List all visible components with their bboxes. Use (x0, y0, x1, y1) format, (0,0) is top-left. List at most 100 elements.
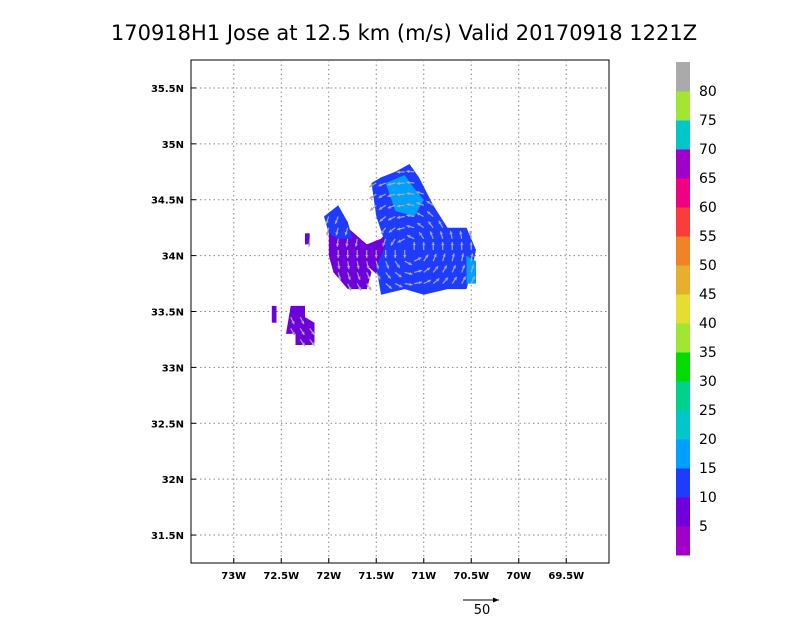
wind-vector-head (422, 242, 426, 246)
reference-vector: 50 (463, 597, 499, 618)
wind-vector-head (396, 204, 401, 208)
colorbar-label: 20 (699, 432, 717, 448)
x-axis-ticks: 73W 72.5W 72W 71.5W 71W 70.5W 70W 69.5W (221, 558, 584, 582)
north-peak-region (385, 175, 424, 217)
x-tick-label: 70W (506, 571, 531, 582)
colorbar-segment (676, 294, 690, 324)
wind-vector-head (429, 231, 433, 235)
colorbar-segment (676, 468, 690, 498)
y-tick-label: 32N (162, 475, 184, 486)
isolated-cell-west-region (271, 305, 277, 323)
wind-vector-head (355, 255, 359, 258)
wind-vector-head (396, 193, 400, 197)
wind-vector-head (365, 255, 369, 258)
reference-vector-arrowhead (493, 597, 499, 603)
wind-vector-head (470, 253, 474, 257)
x-tick-label: 71.5W (358, 571, 394, 582)
wind-vector-head (348, 287, 352, 291)
chart-title: 170918H1 Jose at 12.5 km (m/s) Valid 201… (111, 21, 697, 45)
wind-vector-head (450, 242, 454, 246)
wind-vector-head (387, 182, 391, 186)
wind-vector-head (370, 207, 374, 211)
wind-vector-head (416, 191, 420, 195)
wind-vector-head (443, 265, 447, 269)
wind-vector-head (460, 242, 464, 246)
wind-vector-head (357, 276, 361, 280)
wind-vector-head (387, 193, 391, 198)
wind-vector-head (407, 235, 411, 239)
colorbar-segment (676, 149, 690, 179)
colorbar-label: 45 (699, 287, 717, 303)
wind-vector-head (366, 265, 370, 269)
colorbar-label: 70 (699, 142, 717, 158)
wind-vector-head (326, 232, 330, 236)
wind-vector-head (378, 194, 383, 198)
colorbar-segment (676, 62, 690, 92)
wind-vector-head (462, 276, 466, 280)
wind-vector-head (384, 255, 388, 258)
wind-vector-head (417, 257, 422, 261)
wind-vector-head (412, 242, 416, 246)
wind-vector-head (397, 239, 402, 243)
wind-vector-head (428, 221, 432, 225)
isolated-cell-north-region (305, 233, 310, 245)
colorbar-label: 60 (699, 200, 717, 216)
wind-vector-head (398, 274, 402, 278)
wind-vector-head (358, 287, 362, 291)
colorbar-segment (676, 352, 690, 382)
south-patch-region (286, 305, 315, 345)
wind-vector-head (347, 276, 351, 280)
y-tick-label: 32.5N (151, 419, 184, 430)
wind-vector-head (426, 267, 431, 271)
plot-area: 73W 72.5W 72W 71.5W 71W 70.5W 70W 69.5W 31.5N 32… (151, 59, 610, 582)
x-tick-label: 73W (221, 571, 246, 582)
colorbar-label: 30 (699, 374, 717, 390)
wind-vectors (290, 169, 476, 347)
wind-vector-head (459, 231, 463, 235)
colorbar-segment (676, 497, 690, 527)
colorbar-label: 50 (699, 258, 717, 274)
wind-vector-head (390, 242, 394, 246)
wind-vector-head (387, 205, 392, 209)
wind-vector-head (367, 276, 371, 280)
colorbar-segment (676, 381, 690, 411)
wind-vector-head (388, 217, 392, 221)
wind-vector-head (311, 331, 315, 335)
wind-vector-head (335, 243, 340, 247)
wind-vector-head (346, 265, 351, 270)
colorbar-label: 65 (699, 171, 717, 187)
wind-vector-head (406, 224, 410, 229)
wind-vector-head (433, 253, 437, 258)
colorbar-segment (676, 236, 690, 266)
wind-vector-head (301, 320, 304, 325)
wind-vector-head (388, 229, 393, 233)
wind-vector-head (369, 195, 374, 199)
wind-vector-head (354, 243, 358, 247)
y-tick-label: 35.5N (151, 84, 184, 95)
wind-vector-head (441, 242, 445, 246)
wind-vector-head (439, 231, 443, 235)
wind-vector-head (409, 271, 413, 276)
wind-vector-head (419, 232, 423, 236)
wind-vector-head (382, 242, 386, 247)
wind-vector-head (435, 266, 439, 270)
wind-vector-head (374, 255, 378, 258)
colorbar-label: 25 (699, 403, 717, 419)
wind-vector-head (398, 284, 403, 288)
colorbar-segment (676, 120, 690, 150)
wind-vector-head (425, 254, 429, 258)
wind-vector-head (356, 265, 360, 270)
colorbar-segment (676, 439, 690, 469)
wind-vector-head (396, 170, 400, 174)
wind-vector-head (442, 253, 446, 257)
x-tick-label: 71W (411, 571, 436, 582)
colorbar-segment (676, 323, 690, 353)
y-tick-label: 31.5N (151, 531, 184, 542)
colorbar-label: 15 (699, 461, 717, 477)
y-tick-label: 34N (162, 252, 184, 263)
wind-vector-head (431, 242, 435, 246)
wind-vector-head (377, 275, 381, 280)
wind-vector-head (345, 243, 349, 247)
wind-vector-head (380, 230, 384, 234)
wind-speed-shading (271, 164, 476, 345)
